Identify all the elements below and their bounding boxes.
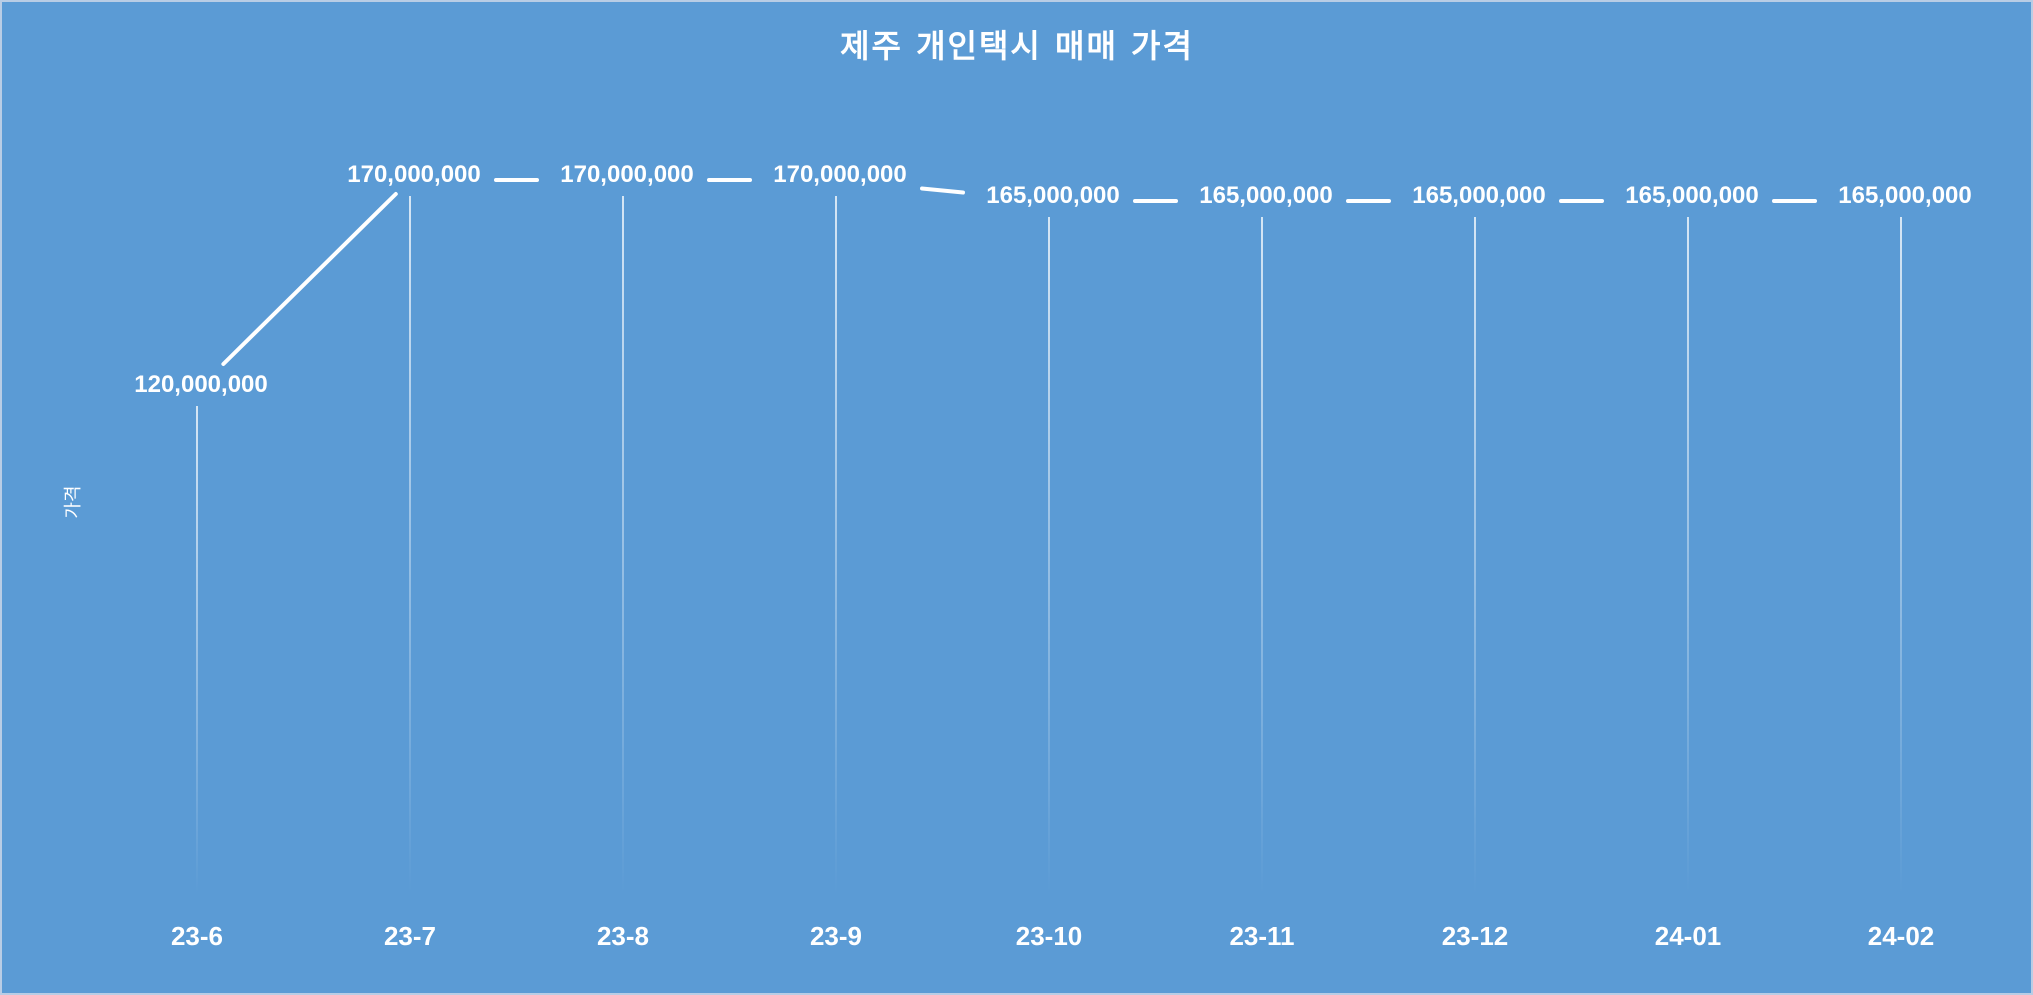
data-labels: 120,000,000 170,000,000 170,000,000 170,000… <box>134 161 1971 398</box>
x-tick-label: 23-10 <box>1016 921 1083 951</box>
drop-line <box>1687 217 1689 894</box>
data-label: 165,000,000 <box>1199 182 1332 209</box>
x-tick-label: 23-7 <box>384 921 436 951</box>
line-segment <box>221 192 398 366</box>
data-label: 170,000,000 <box>773 161 906 188</box>
drop-line <box>409 196 411 894</box>
x-tick-label: 24-02 <box>1868 921 1935 951</box>
y-axis-label: 가격 <box>63 485 84 518</box>
x-tick-label: 23-8 <box>597 921 649 951</box>
drop-line <box>835 196 837 894</box>
drop-line <box>1261 217 1263 894</box>
x-tick-label: 23-6 <box>171 921 223 951</box>
drop-line <box>1474 217 1476 894</box>
data-label: 170,000,000 <box>347 161 480 188</box>
data-label: 165,000,000 <box>986 182 1119 209</box>
drop-line <box>622 196 624 894</box>
x-tick-label: 24-01 <box>1655 921 1722 951</box>
data-label: 120,000,000 <box>134 371 267 398</box>
drop-line <box>1900 217 1902 894</box>
chart-title: 제주 개인택시 매매 가격 <box>840 27 1194 65</box>
data-label: 165,000,000 <box>1838 182 1971 209</box>
x-tick-label: 23-12 <box>1442 921 1509 951</box>
data-label: 165,000,000 <box>1412 182 1545 209</box>
x-tick-label: 23-11 <box>1229 921 1294 951</box>
line-segment <box>920 186 965 195</box>
data-label: 165,000,000 <box>1625 182 1758 209</box>
drop-line <box>196 406 198 894</box>
drop-lines <box>196 196 1902 894</box>
x-tick-label: 23-9 <box>810 921 862 951</box>
series-line <box>221 178 1817 366</box>
drop-line <box>1048 217 1050 894</box>
data-label: 170,000,000 <box>560 161 693 188</box>
x-axis-ticks: 23-6 23-7 23-8 23-9 23-10 23-11 23-12 24-01 24-0… <box>171 921 1934 951</box>
